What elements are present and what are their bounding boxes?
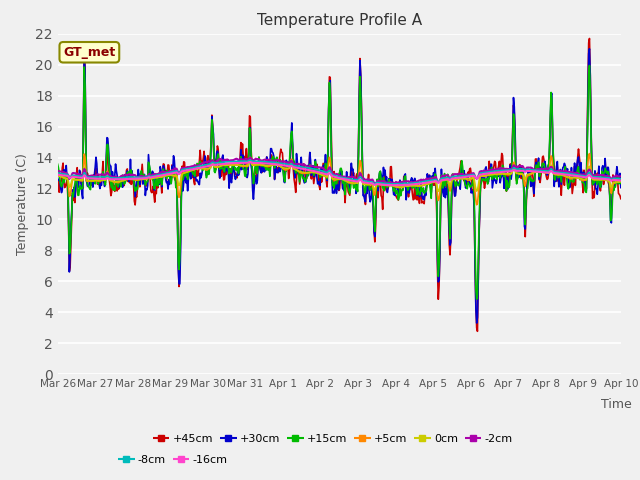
- +5cm: [586, 151, 593, 156]
- +45cm: [617, 196, 625, 202]
- +30cm: [424, 177, 432, 182]
- -2cm: [179, 165, 187, 171]
- -2cm: [64, 171, 72, 177]
- X-axis label: Time: Time: [602, 398, 632, 411]
- -8cm: [209, 159, 216, 165]
- -16cm: [617, 178, 625, 183]
- +30cm: [54, 175, 61, 181]
- Legend: +45cm, +30cm, +15cm, +5cm, 0cm, -2cm: +45cm, +30cm, +15cm, +5cm, 0cm, -2cm: [148, 429, 517, 448]
- Legend: -8cm, -16cm: -8cm, -16cm: [113, 451, 232, 469]
- +5cm: [473, 202, 481, 208]
- Line: -8cm: -8cm: [58, 160, 621, 184]
- +5cm: [122, 176, 129, 182]
- -16cm: [246, 159, 253, 165]
- +45cm: [209, 124, 216, 130]
- +30cm: [179, 188, 187, 194]
- -16cm: [54, 172, 61, 178]
- -8cm: [54, 170, 61, 176]
- -8cm: [122, 174, 129, 180]
- -8cm: [246, 157, 254, 163]
- 0cm: [617, 179, 625, 185]
- -2cm: [246, 155, 254, 160]
- -2cm: [410, 180, 417, 185]
- +5cm: [424, 181, 432, 187]
- +15cm: [586, 62, 593, 68]
- +45cm: [474, 328, 481, 334]
- -16cm: [209, 162, 216, 168]
- 0cm: [54, 173, 61, 179]
- Line: -2cm: -2cm: [58, 157, 621, 184]
- +5cm: [209, 157, 216, 163]
- +15cm: [209, 126, 216, 132]
- -16cm: [122, 176, 129, 182]
- -8cm: [64, 172, 72, 178]
- +30cm: [122, 178, 129, 184]
- -2cm: [426, 176, 433, 181]
- -16cm: [64, 173, 72, 179]
- 0cm: [179, 170, 187, 176]
- -2cm: [122, 172, 129, 178]
- 0cm: [64, 176, 72, 181]
- +15cm: [54, 161, 61, 167]
- +30cm: [209, 125, 216, 131]
- +30cm: [617, 185, 625, 191]
- +15cm: [122, 178, 129, 184]
- -8cm: [426, 178, 433, 183]
- +30cm: [64, 172, 72, 178]
- +45cm: [64, 192, 72, 198]
- Text: GT_met: GT_met: [63, 46, 115, 59]
- +45cm: [54, 180, 61, 186]
- +15cm: [408, 180, 415, 186]
- Y-axis label: Temperature (C): Temperature (C): [17, 153, 29, 255]
- -16cm: [392, 182, 400, 188]
- -2cm: [371, 181, 379, 187]
- +30cm: [408, 175, 415, 180]
- +15cm: [424, 179, 432, 185]
- +30cm: [586, 46, 593, 52]
- 0cm: [246, 158, 254, 164]
- +5cm: [54, 172, 61, 178]
- Line: -16cm: -16cm: [58, 162, 621, 185]
- -16cm: [426, 180, 433, 185]
- 0cm: [425, 180, 433, 186]
- -8cm: [410, 180, 417, 186]
- +15cm: [473, 296, 481, 302]
- +5cm: [617, 178, 625, 184]
- Line: +5cm: +5cm: [58, 154, 621, 205]
- 0cm: [408, 183, 416, 189]
- -8cm: [179, 167, 187, 172]
- +45cm: [179, 171, 187, 177]
- -2cm: [54, 168, 61, 174]
- -16cm: [179, 168, 187, 174]
- +45cm: [408, 184, 415, 190]
- 0cm: [435, 189, 442, 194]
- -8cm: [390, 181, 397, 187]
- Line: +30cm: +30cm: [58, 49, 621, 323]
- +5cm: [64, 176, 72, 182]
- +15cm: [179, 177, 187, 182]
- -2cm: [209, 157, 216, 163]
- Line: +45cm: +45cm: [58, 38, 621, 331]
- +5cm: [179, 171, 187, 177]
- -2cm: [617, 173, 625, 179]
- +15cm: [64, 181, 72, 187]
- -16cm: [410, 181, 417, 187]
- 0cm: [122, 177, 129, 183]
- 0cm: [209, 161, 216, 167]
- +45cm: [586, 36, 593, 41]
- +15cm: [617, 179, 625, 185]
- +30cm: [473, 320, 481, 326]
- -8cm: [617, 176, 625, 181]
- +45cm: [122, 176, 129, 181]
- Line: 0cm: 0cm: [58, 161, 621, 192]
- +45cm: [424, 181, 432, 187]
- +5cm: [408, 182, 415, 188]
- Line: +15cm: +15cm: [58, 65, 621, 299]
- Title: Temperature Profile A: Temperature Profile A: [257, 13, 422, 28]
